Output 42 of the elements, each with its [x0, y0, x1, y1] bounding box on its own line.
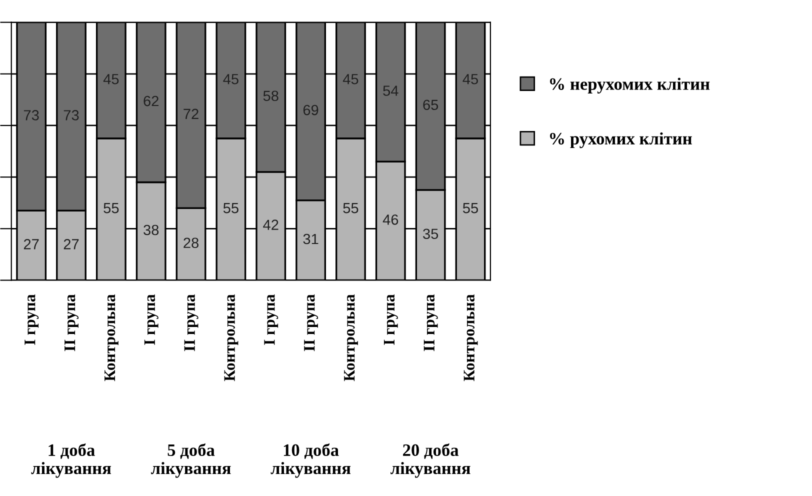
data-label: 54 — [383, 86, 398, 96]
text: 1 доба лікування — [31, 443, 112, 478]
x-tick-label: Контрольна — [104, 294, 118, 382]
data-label: 73 — [24, 110, 39, 120]
text: 5 доба лікування — [151, 443, 231, 478]
data-label: 35 — [423, 228, 438, 240]
data-label: 45 — [462, 74, 478, 84]
data-label: 72 — [184, 108, 198, 119]
x-tick-label: II група — [304, 294, 318, 352]
text: 20 доба лікування — [390, 443, 470, 478]
data-label: 55 — [223, 203, 238, 214]
x-tick-label: II група — [64, 294, 78, 352]
data-label: 65 — [423, 100, 438, 110]
legend-label: % рухомих клітин — [550, 132, 692, 148]
data-label: 45 — [342, 74, 358, 84]
data-label: 46 — [382, 214, 398, 225]
data-label: 27 — [64, 239, 79, 250]
x-tick-label: I група — [264, 294, 278, 345]
data-label: 28 — [184, 238, 198, 248]
x-tick-label: Контрольна — [224, 294, 238, 382]
data-label: 62 — [144, 96, 158, 106]
data-label: 73 — [64, 110, 79, 120]
text: 10 доба лікування — [270, 443, 351, 478]
data-label: 69 — [303, 104, 318, 116]
data-label: 45 — [223, 74, 238, 84]
x-tick-label: Контрольна — [464, 294, 478, 382]
x-tick-label: II група — [424, 294, 438, 352]
data-label: 55 — [104, 203, 119, 214]
data-label: 38 — [144, 224, 159, 236]
data-label: 45 — [103, 74, 119, 84]
data-label: 58 — [263, 90, 278, 102]
x-tick-label: I група — [24, 294, 39, 345]
x-tick-label: I група — [144, 294, 158, 345]
x-tick-label: I група — [384, 294, 398, 345]
data-label: 55 — [462, 203, 478, 214]
x-tick-label: Контрольна — [344, 294, 358, 382]
data-label: 42 — [263, 220, 278, 230]
data-label: 27 — [24, 239, 39, 250]
data-label: 55 — [343, 203, 358, 214]
legend-label: % нерухомих клітин — [550, 78, 710, 94]
x-tick-label: II група — [184, 294, 198, 352]
data-label: 31 — [303, 234, 318, 244]
